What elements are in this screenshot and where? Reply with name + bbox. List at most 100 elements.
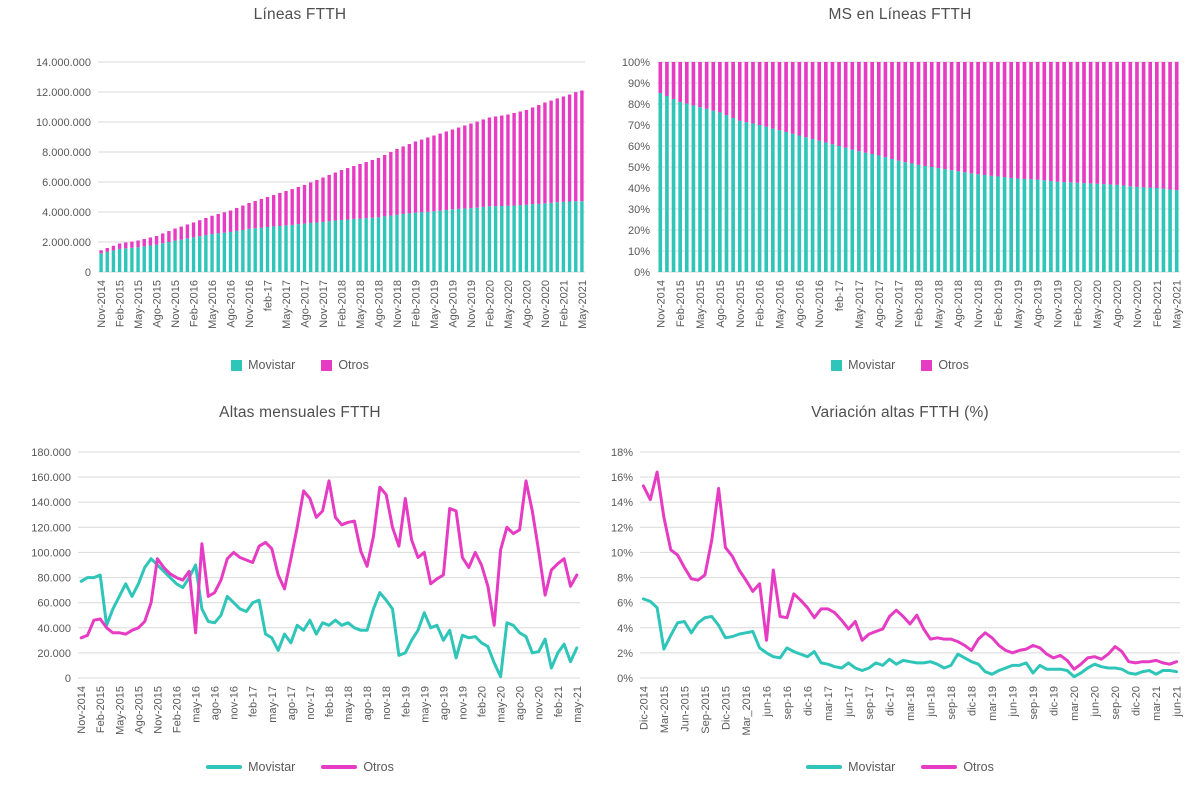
ms-lineas-ftth-plot: 0% 10% 20% 30% 40% 50% 60% 70% 80% 90% 100% Nov-201… xyxy=(622,57,1184,329)
svg-text:Nov-2014: Nov-2014 xyxy=(655,280,667,328)
movistar-swatch xyxy=(231,359,243,371)
svg-text:ago-18: ago-18 xyxy=(362,686,374,720)
svg-text:Nov-2020: Nov-2020 xyxy=(540,280,552,328)
chart-title: Variación altas FTTH (%) xyxy=(811,404,989,421)
svg-text:20%: 20% xyxy=(628,225,650,237)
svg-text:ago-19: ago-19 xyxy=(438,686,450,720)
svg-text:jun-16: jun-16 xyxy=(762,686,774,718)
chart-panel-lineas-ftth: Líneas FTTH 0 2.000.000 4.000.000 6.000.000… xyxy=(0,0,600,398)
svg-text:mar-21: mar-21 xyxy=(1151,686,1163,721)
svg-text:ago-17: ago-17 xyxy=(286,686,298,720)
svg-text:sep-17: sep-17 xyxy=(864,686,876,720)
legend-item-movistar: Movistar xyxy=(206,760,295,774)
svg-text:Ago-2020: Ago-2020 xyxy=(1112,280,1124,328)
svg-text:May-2020: May-2020 xyxy=(1092,280,1104,329)
svg-text:Ago-2017: Ago-2017 xyxy=(300,280,312,328)
svg-text:16%: 16% xyxy=(611,472,633,484)
svg-text:May-2019: May-2019 xyxy=(1013,280,1025,329)
svg-text:sep-20: sep-20 xyxy=(1110,686,1122,720)
svg-text:80.000: 80.000 xyxy=(37,573,71,585)
svg-text:Ago-2020: Ago-2020 xyxy=(521,280,533,328)
svg-text:jun-19: jun-19 xyxy=(1008,686,1020,718)
legend-item-otros: Otros xyxy=(321,760,394,774)
svg-text:2.000.000: 2.000.000 xyxy=(42,237,91,249)
svg-text:dic-20: dic-20 xyxy=(1131,686,1143,716)
svg-text:12%: 12% xyxy=(611,522,633,534)
svg-text:may-21: may-21 xyxy=(572,686,584,723)
legend-item-otros: Otros xyxy=(921,358,969,372)
svg-text:8%: 8% xyxy=(617,573,633,585)
svg-text:feb-17: feb-17 xyxy=(834,280,846,311)
svg-text:Nov-2014: Nov-2014 xyxy=(76,686,88,734)
svg-text:feb-17: feb-17 xyxy=(263,280,275,311)
svg-text:May-2017: May-2017 xyxy=(281,280,293,329)
svg-text:Nov-2015: Nov-2015 xyxy=(735,280,747,328)
svg-text:dic-17: dic-17 xyxy=(885,686,897,716)
svg-text:May-2015: May-2015 xyxy=(114,686,126,735)
svg-text:Nov-2015: Nov-2015 xyxy=(170,280,182,328)
svg-text:0: 0 xyxy=(85,267,91,279)
legend-label: Movistar xyxy=(848,760,896,774)
svg-text:Ago-2016: Ago-2016 xyxy=(226,280,238,328)
svg-text:nov-16: nov-16 xyxy=(229,686,241,720)
svg-text:nov-18: nov-18 xyxy=(381,686,393,720)
svg-text:60.000: 60.000 xyxy=(37,598,71,610)
legend-label: Movistar xyxy=(248,760,296,774)
svg-text:Feb-2015: Feb-2015 xyxy=(675,280,687,327)
svg-text:Nov-2020: Nov-2020 xyxy=(1132,280,1144,328)
svg-text:jun-17: jun-17 xyxy=(844,686,856,718)
svg-text:160.000: 160.000 xyxy=(31,472,71,484)
svg-text:sep-18: sep-18 xyxy=(946,686,958,720)
svg-text:90%: 90% xyxy=(628,78,650,90)
svg-text:may-16: may-16 xyxy=(191,686,203,723)
svg-text:0: 0 xyxy=(65,673,71,685)
chart-title: Líneas FTTH xyxy=(253,6,347,23)
chart-title: Altas mensuales FTTH xyxy=(219,404,381,421)
svg-text:20.000: 20.000 xyxy=(37,648,71,660)
svg-text:Dic-2014: Dic-2014 xyxy=(638,686,650,730)
svg-text:Ago-2015: Ago-2015 xyxy=(715,280,727,328)
svg-text:6%: 6% xyxy=(617,598,633,610)
svg-text:nov-20: nov-20 xyxy=(534,686,546,720)
svg-text:80%: 80% xyxy=(628,99,650,111)
legend: Movistar Otros xyxy=(0,760,600,774)
svg-text:mar-20: mar-20 xyxy=(1069,686,1081,721)
svg-text:sep-19: sep-19 xyxy=(1028,686,1040,720)
svg-text:sep-16: sep-16 xyxy=(782,686,794,720)
svg-text:May-2016: May-2016 xyxy=(775,280,787,329)
legend: Movistar Otros xyxy=(0,358,600,372)
legend-item-movistar: Movistar xyxy=(806,760,895,774)
svg-text:12.000.000: 12.000.000 xyxy=(36,87,91,99)
svg-text:Feb-2015: Feb-2015 xyxy=(115,280,127,327)
chart-panel-altas-mensuales: Altas mensuales FTTH 0 20.000 40.000 60.000… xyxy=(0,398,600,796)
legend-item-otros: Otros xyxy=(321,358,369,372)
svg-text:Nov-2016: Nov-2016 xyxy=(814,280,826,328)
svg-text:Nov-2016: Nov-2016 xyxy=(244,280,256,328)
svg-text:Nov-2015: Nov-2015 xyxy=(152,686,164,734)
legend-label: Otros xyxy=(938,358,969,372)
svg-text:Ago-2015: Ago-2015 xyxy=(152,280,164,328)
svg-text:may-18: may-18 xyxy=(343,686,355,723)
svg-text:feb-20: feb-20 xyxy=(477,686,489,717)
movistar-swatch xyxy=(831,359,843,371)
legend-label: Otros xyxy=(363,760,394,774)
svg-text:Nov-2018: Nov-2018 xyxy=(973,280,985,328)
svg-text:Nov-2019: Nov-2019 xyxy=(1053,280,1065,328)
movistar-swatch xyxy=(206,765,243,769)
svg-text:14.000.000: 14.000.000 xyxy=(36,57,91,69)
svg-text:Ago-2019: Ago-2019 xyxy=(1033,280,1045,328)
chart-panel-ms-lineas-ftth: MS en Líneas FTTH 0% 10% 20% 30% 40% 50% 60% 70… xyxy=(600,0,1200,398)
svg-text:Feb-2016: Feb-2016 xyxy=(172,686,184,733)
svg-text:Feb-2018: Feb-2018 xyxy=(337,280,349,327)
svg-text:feb-17: feb-17 xyxy=(248,686,260,717)
svg-text:8.000.000: 8.000.000 xyxy=(42,147,91,159)
svg-text:30%: 30% xyxy=(628,204,650,216)
svg-text:60%: 60% xyxy=(628,141,650,153)
svg-text:jun-21: jun-21 xyxy=(1172,686,1184,718)
svg-text:40.000: 40.000 xyxy=(37,623,71,635)
svg-text:Dic-2015: Dic-2015 xyxy=(720,686,732,730)
chart-panel-variacion-altas: Variación altas FTTH (%) 0% 2% 4% 6% 8% 10% 12… xyxy=(600,398,1200,796)
svg-text:May-2018: May-2018 xyxy=(933,280,945,329)
svg-text:May-2015: May-2015 xyxy=(133,280,145,329)
